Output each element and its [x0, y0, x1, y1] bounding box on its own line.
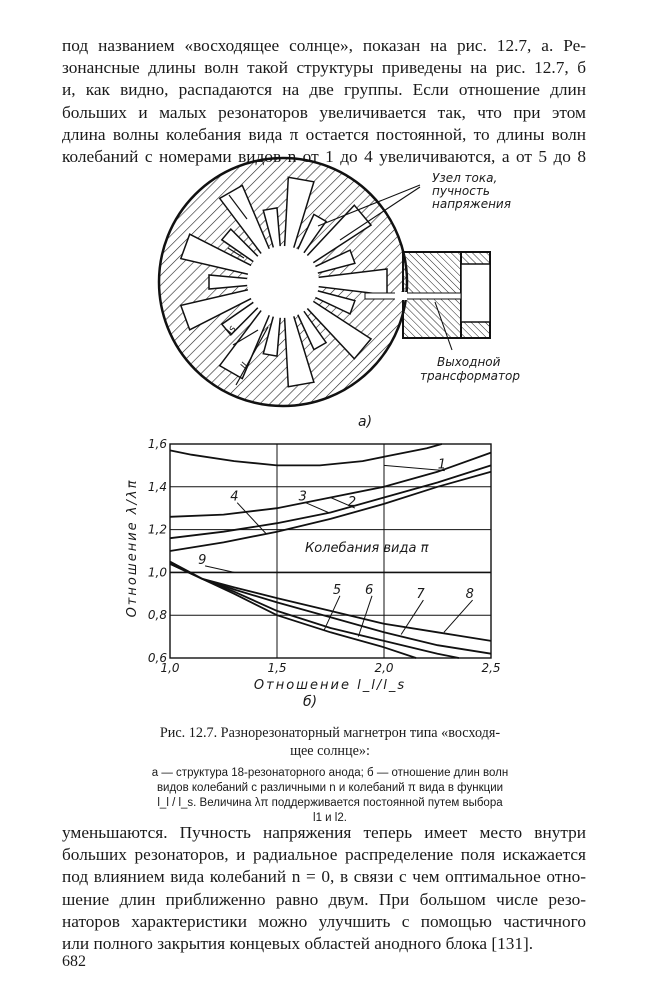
node-label-3: напряжения — [432, 197, 511, 211]
y-tick-label: 0,6 — [148, 651, 167, 665]
y-tick-label: 1,4 — [148, 480, 167, 494]
curve-6 — [169, 560, 460, 659]
anode-block-drawing — [157, 156, 409, 408]
output-label-2: трансформатор — [420, 369, 520, 383]
curve-7 — [169, 562, 492, 655]
caption-body-line: l_l / l_s. Величина λπ поддерживается по… — [157, 797, 503, 809]
curve-5-leader — [323, 595, 341, 631]
text-line: больших резонаторов, и радиальное распре… — [62, 845, 586, 865]
output-transformer-drawing — [395, 251, 491, 339]
x-tick-label: 1,5 — [267, 661, 286, 675]
curve-4-label: 4 — [230, 490, 238, 505]
curve-8-label: 8 — [466, 587, 474, 602]
curve-9-label: 9 — [198, 553, 206, 568]
dim-ll-label: ll — [239, 361, 251, 372]
y-axis-label: Отношение λ/λπ — [125, 479, 140, 618]
text-line: или полного закрытия концевых областей а… — [62, 933, 534, 953]
caption-body-line: видов колебаний с различными n и колебан… — [156, 782, 504, 794]
cathode-space — [247, 246, 319, 318]
text-line: под названием «восходящее солнце», показ… — [62, 36, 586, 55]
node-label-2: пучность — [432, 184, 490, 198]
x-tick-label: 2,5 — [481, 661, 500, 675]
curve-9-leader — [204, 565, 235, 573]
chart-annotation: Колебания вида π — [305, 541, 429, 556]
y-tick-label: 0,8 — [148, 608, 167, 622]
node-label-1: Узел тока, — [432, 171, 497, 185]
curve-7-leader — [400, 599, 424, 635]
text-line: шение длин приближенно равно двум. При б… — [62, 889, 586, 909]
figure-caption: Рис. 12.7. Разнорезонаторный магнетрон т… — [100, 724, 560, 826]
curve-4-leader — [236, 502, 267, 535]
text-line: под влиянием вида колебаний n = 0, в свя… — [62, 867, 586, 887]
x-tick-label: 1,0 — [160, 661, 179, 675]
text-line: колебаний с номерами видов n от 1 до 4 у… — [62, 146, 586, 166]
curve-1 — [169, 443, 443, 467]
curve-1-label: 1 — [438, 458, 446, 473]
text-line: и, как видно, распадаются на две группы.… — [62, 80, 586, 100]
curve-5 — [169, 560, 417, 659]
curve-1-leader — [383, 464, 445, 472]
dimension-arrows — [227, 194, 269, 386]
panel-a-label: а) — [358, 414, 372, 430]
page-number: 682 — [62, 953, 86, 970]
y-tick-label: 1,2 — [148, 523, 167, 537]
leader-lines — [317, 184, 453, 351]
curve-5-label: 5 — [333, 583, 341, 598]
panel-b-label: б) — [303, 694, 317, 710]
curve-3 — [169, 464, 492, 540]
x-axis-label: Отношение l_l/l_s — [254, 678, 406, 693]
chart-b: 1,0 1,5 2,0 2,5 0,6 0,8 1,0 1,2 1,4 1,6 1 2 3 4 5 6 7 8 9 — [148, 437, 501, 675]
x-tick-label: 2,0 — [374, 661, 393, 675]
curve-3-leader — [305, 502, 329, 513]
caption-body: а — структура 18-резонаторного анода; б … — [100, 766, 560, 826]
curve-8-leader — [443, 599, 473, 633]
output-label-1: Выходной — [437, 355, 501, 369]
caption-title-line: щее солнце»: — [290, 743, 370, 759]
curve-7-label: 7 — [416, 587, 425, 602]
text-line: зонансные длины волн такой структуры при… — [62, 58, 586, 78]
figure-12-7: Узел тока, пучность напряжения Выходной … — [125, 156, 520, 710]
text-line: наторов характеристики можно улучшить с … — [62, 911, 586, 931]
text-line: больших и малых резонаторов увеличиваетс… — [62, 102, 586, 122]
caption-body-line: а — структура 18-резонаторного анода; б … — [151, 767, 509, 779]
curve-2-label: 2 — [348, 495, 356, 510]
curve-6-label: 6 — [365, 583, 373, 598]
top-paragraph: под названием «восходящее солнце», показ… — [62, 35, 586, 168]
curve-3-label: 3 — [299, 490, 307, 505]
curve-8 — [169, 562, 492, 642]
bottom-paragraph: уменьшаются. Пучность напряжения теперь … — [62, 822, 586, 955]
text-line: уменьшаются. Пучность напряжения теперь … — [62, 823, 586, 842]
caption-body-line: l1 и l2. — [313, 812, 347, 824]
caption-title-line: Рис. 12.7. Разнорезонаторный магнетрон т… — [159, 725, 501, 741]
curve-4 — [169, 470, 492, 552]
y-tick-label: 1,6 — [148, 437, 167, 451]
resonator-slots — [179, 176, 406, 388]
text-line: длина волны колебания вида π остается по… — [62, 124, 586, 144]
y-tick-label: 1,0 — [148, 565, 167, 579]
curve-6-leader — [357, 595, 373, 637]
